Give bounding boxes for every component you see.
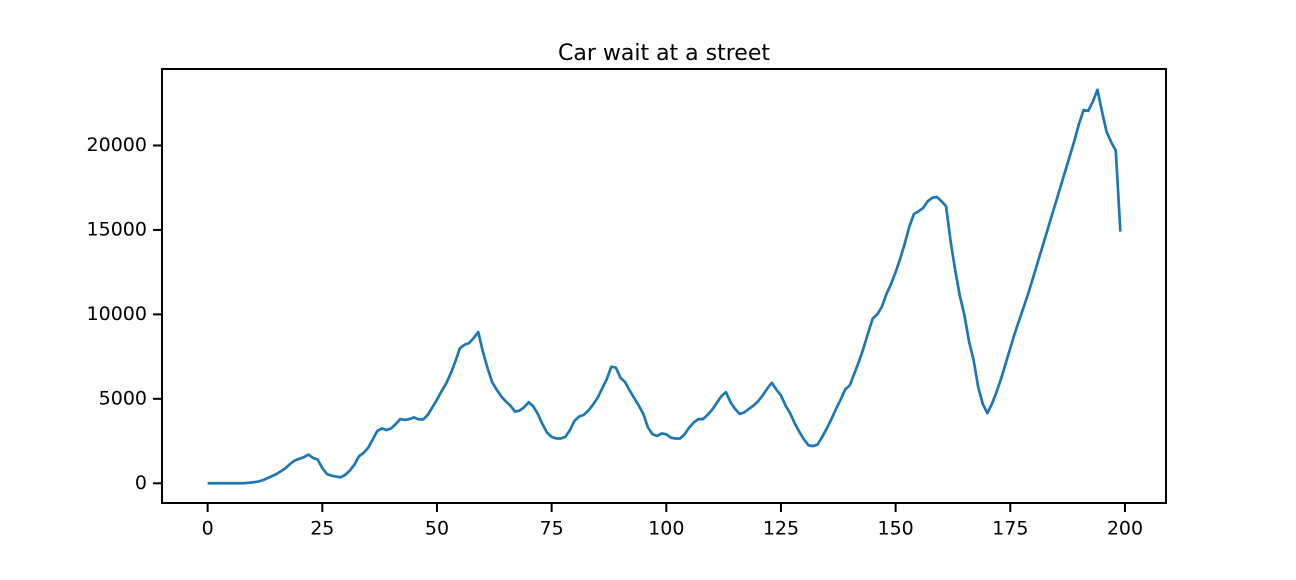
x-tick-label: 75 bbox=[540, 518, 564, 540]
data-line bbox=[207, 88, 1122, 485]
x-tick-label: 125 bbox=[763, 518, 799, 540]
y-tick-label: 5000 bbox=[99, 387, 147, 409]
x-tick-label: 50 bbox=[425, 518, 449, 540]
x-tick-label: 25 bbox=[310, 518, 334, 540]
x-tick-label: 175 bbox=[992, 518, 1028, 540]
y-tick-label: 20000 bbox=[87, 134, 147, 156]
plot-frame bbox=[161, 68, 1167, 504]
x-tick-label: 200 bbox=[1107, 518, 1143, 540]
chart-title: Car wait at a street bbox=[558, 41, 770, 66]
x-tick-label: 0 bbox=[202, 518, 214, 540]
y-tick-label: 0 bbox=[135, 472, 147, 494]
x-tick-label: 150 bbox=[877, 518, 913, 540]
y-tick-label: 10000 bbox=[87, 303, 147, 325]
x-tick-label: 100 bbox=[648, 518, 684, 540]
y-tick-label: 15000 bbox=[87, 218, 147, 240]
